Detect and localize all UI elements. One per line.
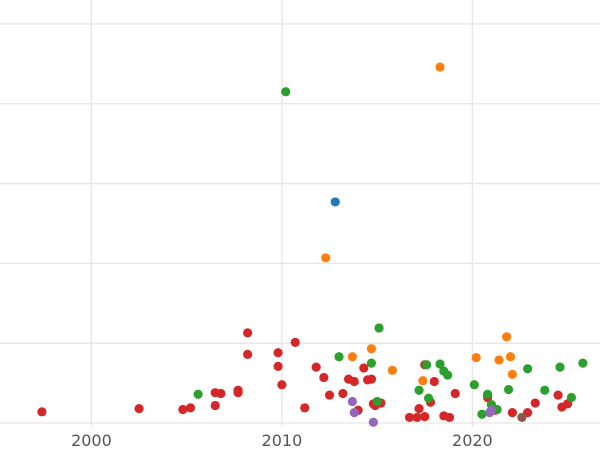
data-point-green — [578, 358, 588, 368]
data-points — [37, 62, 588, 427]
data-point-green — [483, 389, 493, 399]
data-point-red — [366, 374, 377, 384]
data-point-green — [503, 384, 514, 395]
data-point-red — [338, 388, 348, 399]
data-point-red — [404, 412, 415, 423]
data-point-green — [555, 362, 565, 372]
data-point-green — [422, 360, 432, 370]
data-point-green — [414, 385, 424, 395]
data-point-red — [450, 388, 460, 399]
data-point-orange — [418, 376, 428, 386]
data-point-red — [273, 361, 283, 371]
data-point-green — [372, 396, 382, 407]
data-point-red — [210, 400, 220, 411]
data-point-orange — [347, 352, 357, 362]
data-point-green — [477, 409, 487, 419]
data-point-red — [210, 388, 220, 398]
data-point-red — [311, 362, 321, 372]
data-point-red — [290, 337, 300, 347]
data-point-red — [412, 412, 422, 423]
data-point-red — [429, 376, 439, 387]
data-point-purple — [349, 408, 359, 418]
data-point-red — [553, 390, 563, 400]
data-point-blue — [330, 197, 340, 207]
gridlines — [0, 0, 600, 427]
data-point-orange — [505, 352, 516, 362]
data-point-red — [178, 404, 188, 415]
data-point-orange — [321, 253, 331, 263]
data-point-red — [233, 388, 243, 398]
data-point-red — [37, 407, 47, 417]
data-point-green — [334, 352, 344, 362]
data-point-purple — [486, 405, 497, 415]
data-point-red — [420, 412, 430, 422]
data-point-orange — [387, 365, 397, 375]
data-point-red — [324, 390, 335, 400]
data-point-green — [193, 389, 203, 399]
data-point-red — [300, 403, 310, 413]
data-point-orange — [366, 344, 377, 354]
data-point-red — [319, 372, 329, 383]
x-tick-label: 2020 — [452, 431, 493, 450]
data-point-green — [443, 370, 453, 380]
x-tick-label: 2000 — [71, 431, 112, 450]
data-point-orange — [494, 355, 504, 365]
data-point-orange — [502, 332, 512, 342]
data-point-red — [273, 348, 283, 358]
data-point-red — [530, 398, 540, 408]
data-point-orange — [471, 352, 481, 363]
data-point-green — [423, 393, 434, 403]
data-point-green — [523, 364, 533, 374]
data-point-brown — [517, 412, 527, 423]
data-point-red — [134, 404, 144, 414]
data-point-red — [414, 404, 424, 414]
data-point-green — [281, 87, 291, 97]
data-point-orange — [507, 369, 517, 379]
data-point-red — [243, 328, 253, 338]
data-point-red — [185, 403, 196, 413]
data-point-green — [366, 358, 377, 368]
data-point-orange — [435, 62, 445, 72]
x-tick-labels: 2000 2010 2020 — [71, 431, 493, 450]
data-point-red — [277, 380, 287, 390]
data-point-green — [540, 385, 550, 395]
data-point-purple — [347, 396, 357, 407]
data-point-purple — [368, 417, 378, 427]
data-point-red — [359, 363, 369, 373]
data-point-red — [444, 412, 455, 423]
data-point-green — [469, 380, 479, 390]
data-point-red — [507, 408, 517, 418]
data-point-green — [566, 392, 577, 403]
x-tick-label: 2010 — [262, 431, 303, 450]
data-point-green — [435, 359, 445, 369]
data-point-red — [243, 349, 253, 359]
data-point-green — [374, 323, 384, 333]
data-point-red — [349, 376, 359, 387]
